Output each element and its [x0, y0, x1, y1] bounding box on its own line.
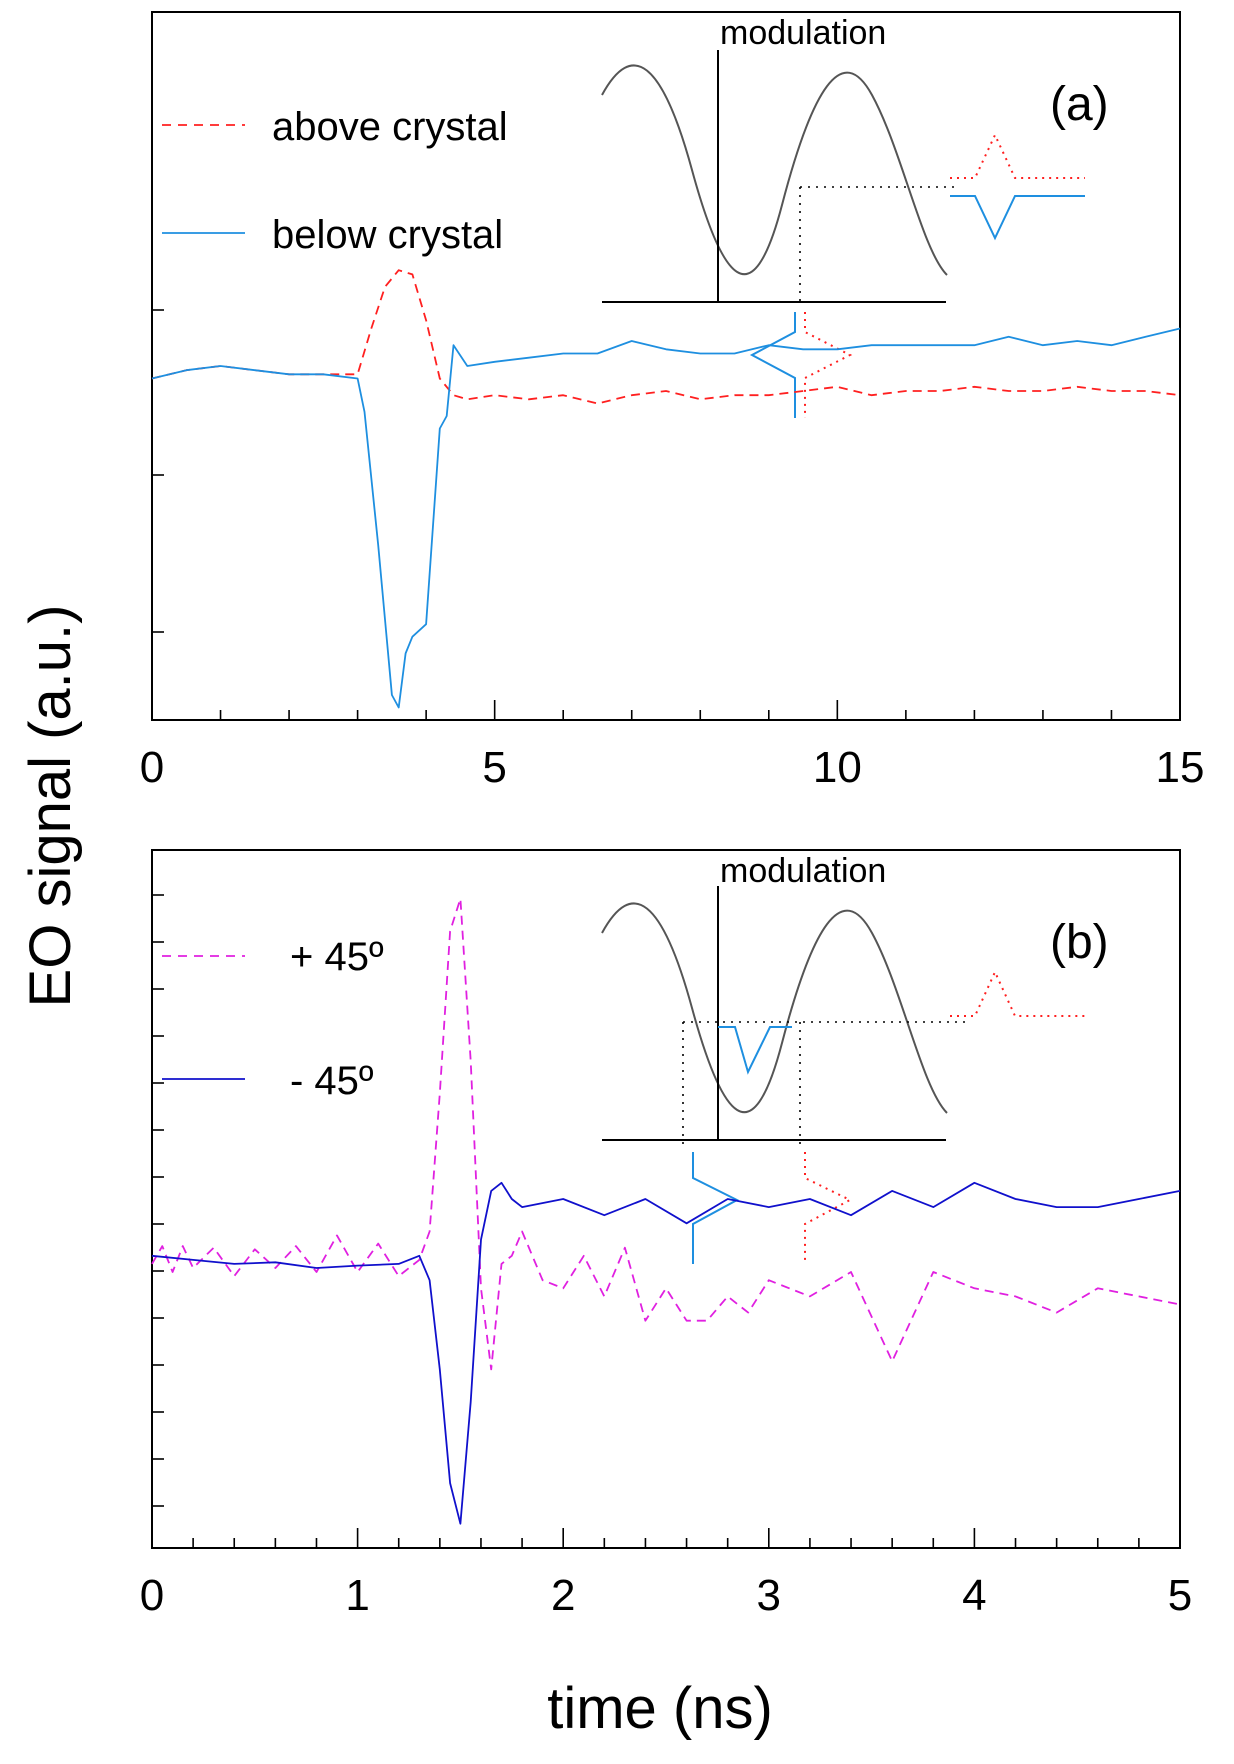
series-line-minus-45: [151, 1181, 1181, 1525]
inset-output-pulse-below-a: [950, 195, 1085, 241]
x-tick-labels-a: 0 5 10 15: [140, 743, 1205, 792]
x-tick-label: 10: [813, 743, 862, 792]
inset-input-pulse-negative-b: [692, 1152, 740, 1264]
panel-label-a: (a): [1050, 78, 1109, 131]
legend-b: + 45º - 45º: [162, 935, 384, 1103]
inset-input-pulse-positive-b: [804, 1152, 853, 1264]
y-axis-label: EO signal (a.u.): [18, 605, 83, 1008]
modulation-sine-a: [601, 64, 948, 276]
ticks-b: [151, 894, 1181, 1548]
x-tick-label: 2: [551, 1571, 575, 1620]
panel-label-b: (b): [1050, 916, 1109, 969]
inset-output-pulse-positive-b: [950, 969, 1085, 1017]
inset-input-pulse-below-a: [749, 312, 796, 418]
x-tick-label: 1: [345, 1571, 369, 1620]
x-tick-label: 3: [757, 1571, 781, 1620]
x-tick-label: 4: [962, 1571, 986, 1620]
x-tick-label: 0: [140, 1571, 164, 1620]
panel-b: 0 1 2 3 4 5 modulation (b) + 45º - 45º: [140, 849, 1192, 1620]
panel-a: 0 5 10 15 modulation (a) above crystal belo…: [140, 11, 1205, 792]
series-line-plus-45: [151, 897, 1181, 1371]
modulation-sine-b: [601, 902, 948, 1114]
legend-label-minus-45: - 45º: [290, 1059, 374, 1103]
x-axis-label: time (ns): [547, 1676, 773, 1741]
inset-output-pulse-negative-b: [718, 1026, 792, 1075]
legend-label-above-crystal: above crystal: [272, 105, 508, 149]
x-tick-label: 15: [1156, 743, 1205, 792]
x-tick-label: 0: [140, 743, 164, 792]
series-line-below-crystal: [151, 327, 1181, 709]
legend-label-below-crystal: below crystal: [272, 213, 503, 257]
plot-frame-b: [151, 849, 1181, 1549]
inset-output-pulse-above-a: [950, 132, 1085, 179]
inset-title-b: modulation: [720, 852, 886, 890]
x-tick-label: 5: [482, 743, 506, 792]
series-line-above-crystal: [151, 269, 1181, 405]
ticks-a: [151, 309, 1181, 720]
inset-input-pulse-above-a: [804, 312, 853, 418]
plot-frame-a: [151, 11, 1181, 721]
legend-label-plus-45: + 45º: [290, 935, 384, 979]
legend-a: above crystal below crystal: [162, 105, 508, 257]
modulation-inset-a: modulation (a): [601, 14, 1109, 418]
x-tick-label: 5: [1168, 1571, 1192, 1620]
modulation-inset-b: modulation (b): [601, 852, 1109, 1264]
inset-title-a: modulation: [720, 14, 886, 52]
x-tick-labels-b: 0 1 2 3 4 5: [140, 1571, 1192, 1620]
